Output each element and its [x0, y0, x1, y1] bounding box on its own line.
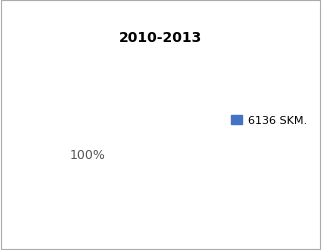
- Text: 2010-2013: 2010-2013: [119, 31, 202, 45]
- Bar: [231, 116, 242, 124]
- Text: 100%: 100%: [69, 148, 105, 161]
- Text: 6136 SKM.: 6136 SKM.: [248, 115, 307, 125]
